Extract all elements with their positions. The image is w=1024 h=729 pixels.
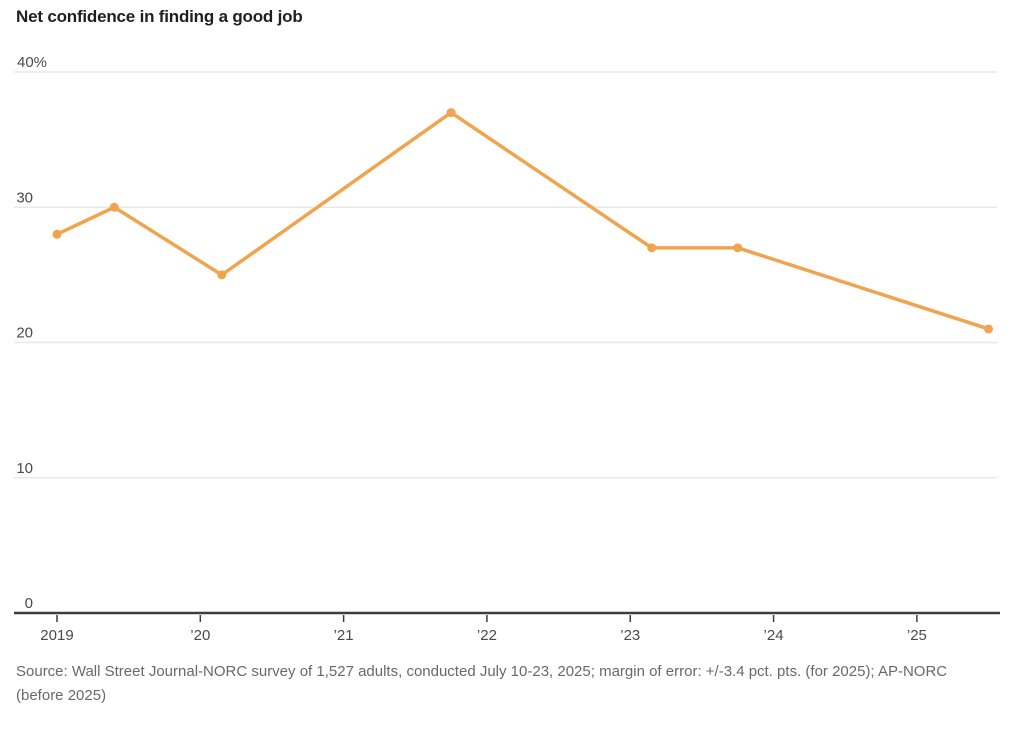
data-point-marker (109, 202, 119, 212)
chart-title: Net confidence in finding a good job (16, 7, 303, 26)
y-axis-labels: 0 10 20 30 40% (16, 54, 47, 612)
data-line (55, 110, 991, 331)
y-tick-label: 40% (17, 54, 47, 71)
data-point-marker (217, 270, 227, 280)
line-chart-plot: 0 10 20 30 40% 2019 ’20 ’21 ’22 ’23 ’24 ’25 (14, 54, 1000, 644)
x-tick-label: ’24 (764, 627, 784, 644)
x-tick-label: 2019 (40, 627, 73, 644)
data-point-marker (733, 243, 743, 253)
x-axis-labels: 2019 ’20 ’21 ’22 ’23 ’24 ’25 (40, 627, 927, 644)
x-tick-label: ’23 (620, 627, 640, 644)
data-markers (52, 108, 994, 334)
y-tick-label: 10 (16, 460, 33, 477)
x-tick-label: ’20 (190, 627, 210, 644)
source-note: Source: Wall Street Journal-NORC survey … (16, 663, 948, 704)
data-point-marker (647, 243, 657, 253)
data-point-marker (984, 324, 994, 334)
x-axis-ticks (56, 615, 918, 622)
data-point-marker (446, 108, 456, 118)
x-tick-label: ’22 (477, 627, 497, 644)
y-tick-label: 0 (25, 595, 33, 612)
gridlines-group (14, 71, 997, 479)
y-tick-label: 30 (16, 189, 33, 206)
y-tick-label: 20 (16, 325, 33, 342)
x-tick-label: ’21 (334, 627, 354, 644)
x-tick-label: ’25 (907, 627, 927, 644)
data-point-marker (52, 229, 62, 239)
